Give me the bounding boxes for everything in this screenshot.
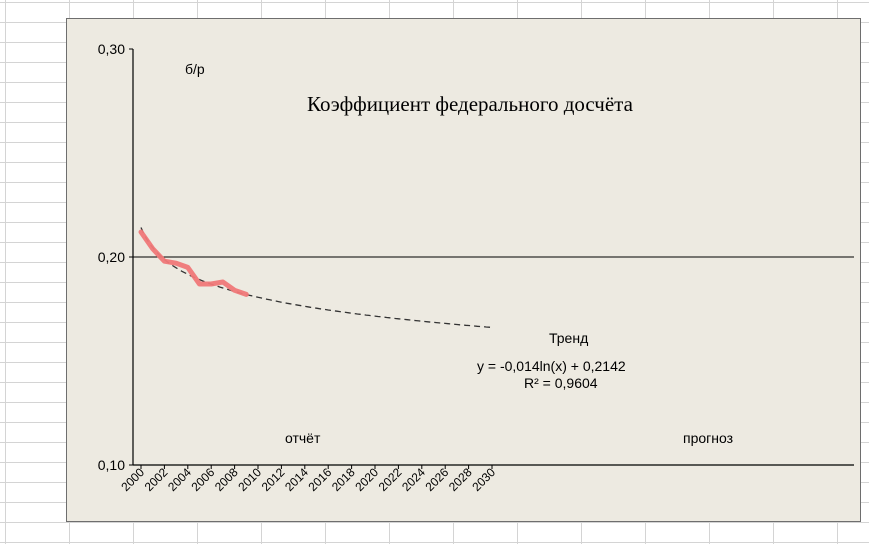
x-tick-label: 2002 xyxy=(142,465,171,494)
x-tick-label: 2008 xyxy=(212,465,241,494)
chart-area[interactable]: 0,10 0,20 0,30 2000 2002 2004 2006 2008 2010 201… xyxy=(66,18,861,522)
forecast-period-label: прогноз xyxy=(683,430,733,446)
chart-title: Коэффициент федерального досчёта xyxy=(307,92,634,116)
trend-r-squared: R² = 0,9604 xyxy=(524,375,598,391)
x-tick-label: 2030 xyxy=(469,465,498,494)
x-tick-label: 2016 xyxy=(306,465,335,494)
trend-line xyxy=(140,227,493,329)
x-tick-label: 2010 xyxy=(235,465,264,494)
trend-label: Тренд xyxy=(549,330,588,346)
actual-data-line xyxy=(138,229,249,297)
y-axis-ticks: 0,10 0,20 0,30 xyxy=(98,41,133,473)
x-tick-label: 2014 xyxy=(282,465,311,494)
x-tick-label: 2018 xyxy=(329,465,358,494)
x-tick-label: 2022 xyxy=(376,465,405,494)
trend-equation: y = -0,014ln(x) + 0,2142 xyxy=(477,358,626,374)
y-tick-label: 0,10 xyxy=(98,457,125,473)
x-tick-label: 2026 xyxy=(423,465,452,494)
x-tick-label: 2004 xyxy=(165,465,194,494)
x-tick-label: 2020 xyxy=(352,465,381,494)
x-tick-label: 2024 xyxy=(399,465,428,494)
x-tick-label: 2006 xyxy=(189,465,218,494)
x-tick-label: 2028 xyxy=(446,465,475,494)
series-layer xyxy=(138,227,493,329)
y-tick-label: 0,30 xyxy=(98,41,125,57)
report-period-label: отчёт xyxy=(285,430,321,446)
x-tick-label: 2012 xyxy=(259,465,288,494)
x-axis-ticks: 2000200220042006200820102012201420162018… xyxy=(118,465,498,494)
chart-svg: 0,10 0,20 0,30 200020022004200620082010201… xyxy=(98,41,854,494)
y-axis-unit-label: б/р xyxy=(185,61,205,77)
y-tick-label: 0,20 xyxy=(98,249,125,265)
